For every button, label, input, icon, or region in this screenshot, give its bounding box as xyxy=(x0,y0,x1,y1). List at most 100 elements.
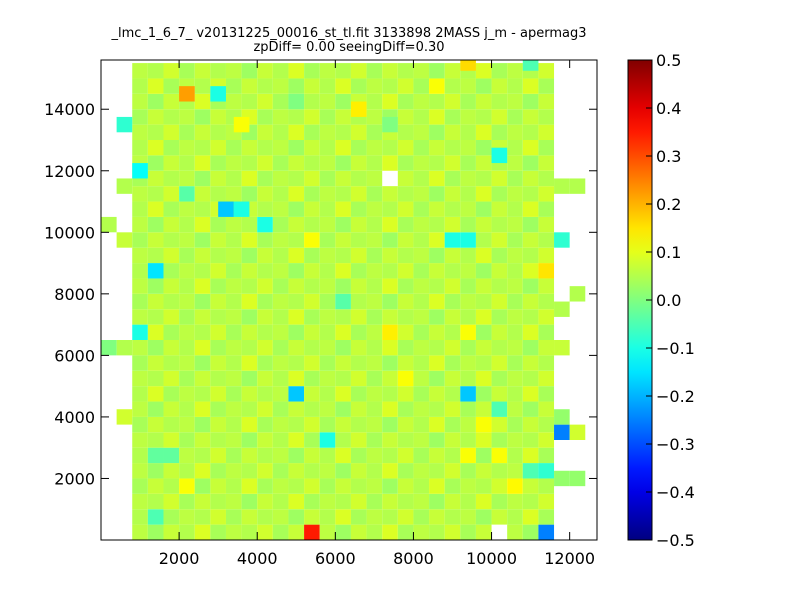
heatmap-cell xyxy=(429,263,445,279)
heatmap-cell xyxy=(241,93,258,110)
heatmap-cell xyxy=(460,386,476,402)
heatmap-cell xyxy=(475,263,492,279)
heatmap-cell xyxy=(475,247,492,264)
heatmap-cell xyxy=(179,109,195,125)
heatmap-cell xyxy=(413,447,430,464)
heatmap-cell xyxy=(132,124,148,140)
heatmap-cell xyxy=(272,324,289,340)
heatmap-cell xyxy=(335,493,351,510)
heatmap-cell xyxy=(366,78,383,94)
heatmap-cell xyxy=(460,370,476,387)
heatmap-cell xyxy=(397,278,414,294)
heatmap-cell xyxy=(132,78,148,94)
heatmap-cell xyxy=(460,170,476,187)
heatmap-cell xyxy=(413,201,430,217)
heatmap-cell xyxy=(304,109,320,125)
heatmap-cell xyxy=(163,109,180,125)
heatmap-cell xyxy=(413,247,430,264)
heatmap-cell xyxy=(444,370,461,387)
heatmap-cell xyxy=(522,463,539,479)
heatmap-cell xyxy=(522,401,539,417)
heatmap-cell xyxy=(116,409,133,425)
heatmap-cell xyxy=(304,340,320,356)
heatmap-cell xyxy=(257,93,273,110)
heatmap-cell xyxy=(272,78,289,94)
heatmap-cell xyxy=(335,309,351,325)
heatmap-cell xyxy=(257,309,273,325)
heatmap-cell xyxy=(491,186,508,202)
heatmap-cell xyxy=(257,155,273,171)
heatmap-cell xyxy=(475,370,492,387)
heatmap-cell xyxy=(304,370,320,387)
heatmap-cell xyxy=(429,401,445,417)
heatmap-cell xyxy=(194,432,211,448)
heatmap-cell xyxy=(241,493,258,510)
heatmap-cell xyxy=(225,140,242,156)
heatmap-cell xyxy=(491,509,508,525)
heatmap-cell xyxy=(382,447,398,464)
heatmap-cell xyxy=(397,247,414,264)
heatmap-cell xyxy=(429,170,445,187)
heatmap-cell xyxy=(522,78,539,94)
heatmap-cell xyxy=(350,124,367,140)
heatmap-cell xyxy=(382,478,398,494)
heatmap-cell xyxy=(538,524,555,540)
heatmap-cell xyxy=(132,370,148,387)
heatmap-cell xyxy=(163,63,180,79)
heatmap-cell xyxy=(257,109,273,125)
heatmap-cell xyxy=(132,263,148,279)
heatmap-cell xyxy=(179,401,195,417)
heatmap-cell xyxy=(538,247,555,264)
heatmap-cell xyxy=(507,140,523,156)
heatmap-cell xyxy=(257,509,273,525)
heatmap-cell xyxy=(272,109,289,125)
heatmap-cell xyxy=(257,401,273,417)
heatmap-cell xyxy=(257,278,273,294)
heatmap-cell xyxy=(304,124,320,140)
heatmap-cell xyxy=(179,355,195,371)
x-tick-label: 8000 xyxy=(393,549,434,568)
heatmap-cell xyxy=(304,309,320,325)
heatmap-cell xyxy=(538,140,555,156)
heatmap-cell xyxy=(413,263,430,279)
heatmap-cell xyxy=(335,216,351,233)
heatmap-cell xyxy=(507,493,523,510)
heatmap-cell xyxy=(475,78,492,94)
heatmap-cell xyxy=(366,124,383,140)
heatmap-cell xyxy=(397,416,414,433)
colorbar-tick-label: −0.1 xyxy=(656,339,695,358)
heatmap-cell xyxy=(132,186,148,202)
heatmap-cell xyxy=(444,386,461,402)
heatmap-cell xyxy=(491,432,508,448)
heatmap-cell xyxy=(194,416,211,433)
heatmap-cell xyxy=(522,370,539,387)
heatmap-cell xyxy=(366,293,383,310)
heatmap-cell xyxy=(257,386,273,402)
heatmap-cell xyxy=(397,293,414,310)
heatmap-cell xyxy=(429,155,445,171)
heatmap-cell xyxy=(444,463,461,479)
heatmap-cell xyxy=(288,140,305,156)
heatmap-cell xyxy=(335,416,351,433)
heatmap-cell xyxy=(475,401,492,417)
heatmap-cell xyxy=(475,155,492,171)
heatmap-cell xyxy=(101,216,117,233)
heatmap-cell xyxy=(491,63,508,79)
heatmap-cell xyxy=(444,140,461,156)
heatmap-cell xyxy=(272,401,289,417)
heatmap-cell xyxy=(366,463,383,479)
heatmap-cell xyxy=(163,124,180,140)
y-tick-label: 6000 xyxy=(54,346,95,365)
heatmap-cell xyxy=(132,524,148,540)
heatmap-cell xyxy=(335,232,351,248)
heatmap-cell xyxy=(257,216,273,233)
heatmap-cell xyxy=(132,416,148,433)
y-tick-label: 8000 xyxy=(54,285,95,304)
heatmap-cell xyxy=(241,78,258,94)
heatmap-cell xyxy=(350,216,367,233)
heatmap-cell xyxy=(319,186,336,202)
heatmap-cell xyxy=(163,186,180,202)
heatmap-cell xyxy=(163,386,180,402)
heatmap-cell xyxy=(522,293,539,310)
